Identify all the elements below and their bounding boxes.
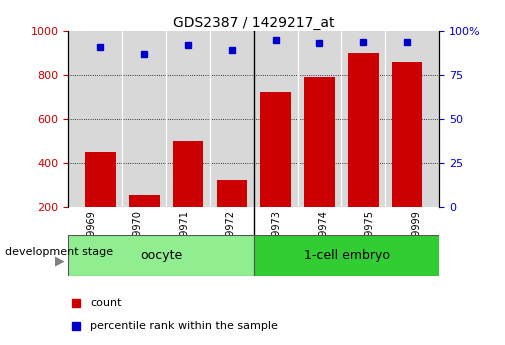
Text: 1-cell embryo: 1-cell embryo (304, 249, 389, 262)
Text: count: count (90, 298, 122, 308)
Title: GDS2387 / 1429217_at: GDS2387 / 1429217_at (173, 16, 334, 30)
Bar (68, 235, 254, 276)
Text: GSM89975: GSM89975 (365, 210, 375, 264)
Text: oocyte: oocyte (140, 249, 182, 262)
Text: GSM89969: GSM89969 (86, 210, 96, 263)
Bar (129, 195, 160, 207)
Bar (392, 62, 423, 207)
Bar (254, 235, 439, 276)
Bar (261, 91, 291, 207)
Text: GSM89970: GSM89970 (133, 210, 143, 263)
Bar (85, 152, 116, 207)
Bar (173, 141, 204, 207)
Text: GSM89972: GSM89972 (226, 210, 235, 264)
Text: GSM89973: GSM89973 (272, 210, 282, 263)
Text: GSM89999: GSM89999 (411, 210, 421, 263)
Text: development stage: development stage (5, 247, 113, 257)
Text: percentile rank within the sample: percentile rank within the sample (90, 321, 278, 331)
Bar (304, 77, 335, 207)
Text: ▶: ▶ (55, 254, 65, 267)
Bar (217, 179, 247, 207)
Text: GSM89971: GSM89971 (179, 210, 189, 263)
Text: GSM89974: GSM89974 (318, 210, 328, 263)
Bar (348, 53, 379, 207)
